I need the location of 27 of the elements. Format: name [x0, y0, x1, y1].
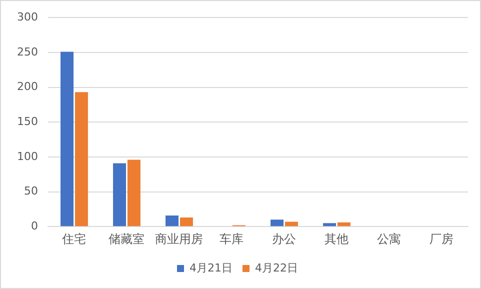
- bar: [180, 218, 193, 226]
- y-tick-label: 0: [30, 219, 38, 232]
- bar: [113, 163, 126, 226]
- y-tick-label: 50: [24, 184, 38, 198]
- bar: [60, 52, 74, 226]
- bar: [323, 223, 336, 226]
- x-tick-label: 车库: [220, 232, 244, 246]
- x-tick-label: 商业用房: [155, 232, 204, 246]
- y-tick-label: 150: [16, 114, 38, 128]
- x-tick-label: 其他: [324, 232, 349, 246]
- bar: [337, 222, 350, 226]
- bar: [166, 215, 179, 226]
- y-tick-label: 100: [16, 150, 38, 163]
- x-tick-label: 公寓: [377, 232, 402, 246]
- bar: [127, 160, 140, 226]
- bar: [284, 222, 298, 226]
- x-tick-label: 厂房: [430, 232, 454, 246]
- x-tick-label: 办公: [272, 232, 296, 246]
- x-tick-label: 住宅: [61, 232, 86, 246]
- bar: [270, 220, 284, 226]
- y-tick-label: 200: [16, 80, 38, 94]
- bar: [74, 92, 88, 226]
- x-tick-label: 储藏室: [108, 232, 145, 246]
- y-tick-label: 250: [16, 45, 38, 58]
- legend-label: 4月22日: [255, 261, 298, 274]
- y-tick-label: 300: [16, 10, 38, 24]
- legend-label: 4月21日: [190, 261, 233, 274]
